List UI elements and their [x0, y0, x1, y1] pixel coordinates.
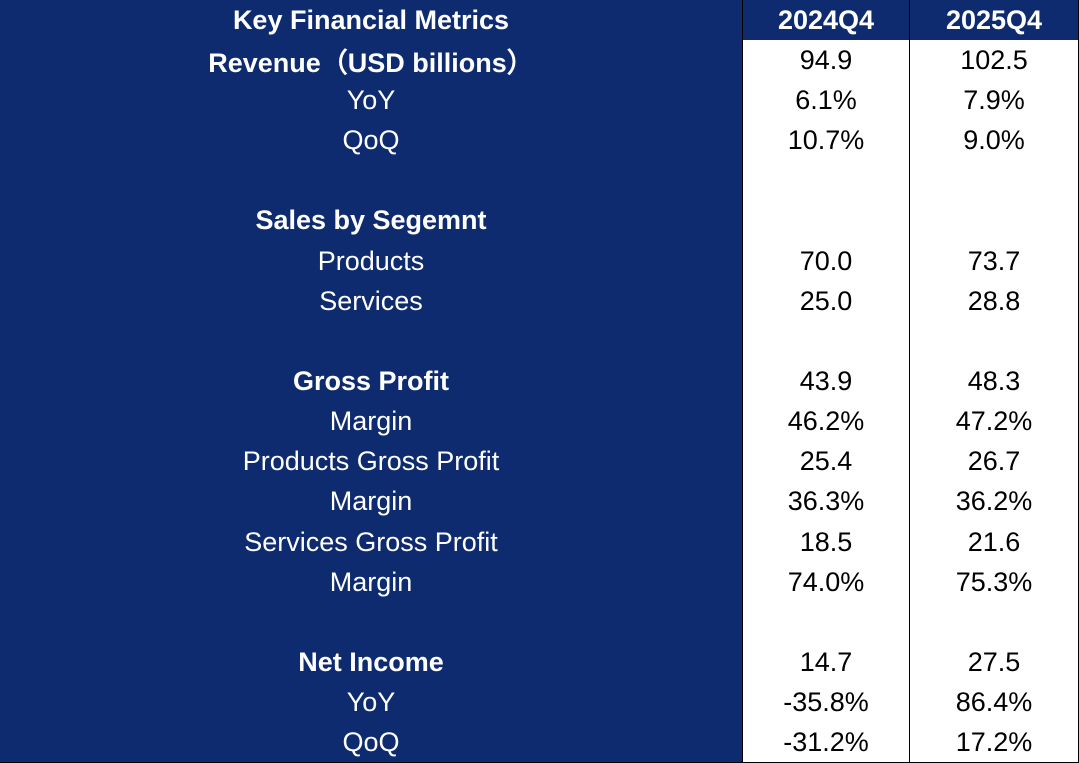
blank-cell [910, 160, 1079, 202]
value-cell: -31.2% [743, 722, 910, 763]
blank-cell [743, 602, 910, 644]
value-cell: 94.9 [743, 40, 910, 82]
value-cell: 9.0% [910, 120, 1079, 162]
value-cell: 48.3 [910, 361, 1079, 403]
row-label: Gross Profit [0, 361, 743, 403]
value-cell: -35.8% [743, 682, 910, 724]
row-label: Services Gross Profit [0, 522, 743, 564]
row-label: YoY [0, 682, 743, 724]
blank-row-label [0, 602, 743, 644]
value-cell: 6.1% [743, 80, 910, 122]
row-label: Products [0, 240, 743, 283]
header-title: Key Financial Metrics [0, 0, 743, 42]
row-label: Margin [0, 481, 743, 524]
value-cell: 74.0% [743, 562, 910, 604]
value-cell: 10.7% [743, 120, 910, 162]
header-column: 2025Q4 [910, 0, 1079, 42]
row-label: Margin [0, 401, 743, 443]
value-cell: 17.2% [910, 722, 1079, 763]
row-label: Revenue（USD billions） [0, 40, 743, 82]
value-cell: 25.0 [743, 281, 910, 323]
blank-cell [910, 602, 1079, 644]
value-cell: 21.6 [910, 522, 1079, 564]
row-label: QoQ [0, 120, 743, 162]
value-cell: 18.5 [743, 522, 910, 564]
value-cell: 46.2% [743, 401, 910, 443]
row-label: Sales by Segemnt [0, 200, 743, 242]
value-cell: 43.9 [743, 361, 910, 403]
value-cell: 47.2% [910, 401, 1079, 443]
blank-row-label [0, 321, 743, 363]
value-cell: 36.3% [743, 481, 910, 524]
row-label: QoQ [0, 722, 743, 763]
blank-cell [743, 160, 910, 202]
blank-row-label [0, 160, 743, 202]
blank-cell [743, 321, 910, 363]
value-cell: 28.8 [910, 281, 1079, 323]
value-cell: 73.7 [910, 240, 1079, 283]
value-cell: 27.5 [910, 642, 1079, 684]
value-cell: 70.0 [743, 240, 910, 283]
value-cell: 86.4% [910, 682, 1079, 724]
value-cell: 25.4 [743, 441, 910, 483]
blank-cell [910, 200, 1079, 242]
row-label: Net Income [0, 642, 743, 684]
value-cell: 75.3% [910, 562, 1079, 604]
row-label: YoY [0, 80, 743, 122]
value-cell: 14.7 [743, 642, 910, 684]
blank-cell [910, 321, 1079, 363]
header-column: 2024Q4 [743, 0, 910, 42]
row-label: Margin [0, 562, 743, 604]
value-cell: 36.2% [910, 481, 1079, 524]
value-cell: 7.9% [910, 80, 1079, 122]
value-cell: 102.5 [910, 40, 1079, 82]
value-cell: 26.7 [910, 441, 1079, 483]
blank-cell [743, 200, 910, 242]
row-label: Services [0, 281, 743, 323]
row-label: Products Gross Profit [0, 441, 743, 483]
